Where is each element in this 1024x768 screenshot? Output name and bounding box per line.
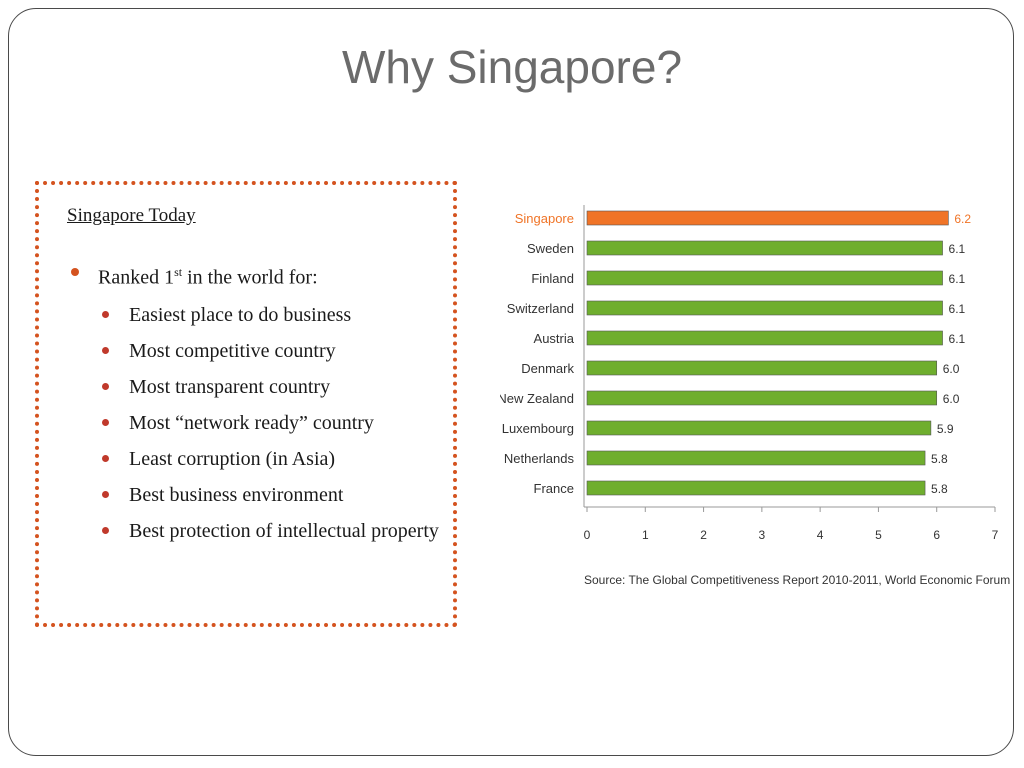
data-label: 6.1 <box>949 272 966 286</box>
category-label: Finland <box>531 271 574 286</box>
list-item: Least corruption (in Asia) <box>98 443 447 475</box>
ranking-list: Ranked 1st in the world for: Easiest pla… <box>67 259 447 551</box>
category-label: New Zealand <box>500 391 574 406</box>
ranked-superscript: st <box>174 265 183 279</box>
bar <box>586 300 943 316</box>
ranked-suffix: in the world for: <box>182 266 318 289</box>
x-tick-label: 6 <box>933 528 940 542</box>
slide-frame <box>8 8 1014 756</box>
list-item-text: Least corruption (in Asia) <box>129 447 336 470</box>
list-item-text: Best protection of intellectual property <box>129 519 439 542</box>
list-item: Most competitive country <box>98 335 447 367</box>
bullet-icon <box>102 346 109 354</box>
list-item-text: Most transparent country <box>129 375 331 398</box>
x-tick-label: 0 <box>584 528 591 542</box>
category-label: Austria <box>534 331 575 346</box>
data-label: 6.0 <box>943 362 960 376</box>
list-item: Most transparent country <box>98 371 447 403</box>
bar <box>586 270 943 286</box>
category-label: Netherlands <box>504 451 575 466</box>
data-label: 6.2 <box>954 212 971 226</box>
list-item-text: Best business environment <box>129 483 344 506</box>
x-tick-label: 3 <box>759 528 766 542</box>
list-item-text: Most “network ready” country <box>129 411 374 434</box>
category-label: Sweden <box>527 241 574 256</box>
bar <box>586 210 949 226</box>
bar <box>586 420 932 436</box>
bar-chart-svg: Singapore 6.2 Sweden 6.1 Finland 6.1 Switzerla… <box>497 205 1010 587</box>
category-label: Singapore <box>515 211 574 226</box>
bullet-icon <box>102 310 109 318</box>
ranking-sub-list: Easiest place to do business Most competi… <box>98 299 447 547</box>
bar <box>586 450 926 466</box>
chart-source: Source: The Global Competitiveness Repor… <box>584 573 1010 587</box>
competitiveness-chart: Singapore 6.2 Sweden 6.1 Finland 6.1 Switzerla… <box>497 195 1010 610</box>
list-item: Best protection of intellectual property <box>98 515 447 547</box>
x-tick-label: 4 <box>817 528 824 542</box>
bullet-icon <box>102 382 109 390</box>
category-label: France <box>534 481 574 496</box>
data-label: 5.8 <box>931 482 948 496</box>
list-item-text: Most competitive country <box>129 339 336 362</box>
bar <box>586 330 943 346</box>
data-label: 6.1 <box>949 332 966 346</box>
x-tick-label: 7 <box>992 528 999 542</box>
ranked-prefix: Ranked 1 <box>98 266 175 289</box>
x-tick-label: 1 <box>642 528 649 542</box>
category-label: Luxembourg <box>502 421 574 436</box>
list-item-text: Easiest place to do business <box>129 303 352 326</box>
list-item: Most “network ready” country <box>98 407 447 439</box>
box-heading: Singapore Today <box>67 205 196 226</box>
bar <box>586 240 943 256</box>
x-tick-label: 5 <box>875 528 882 542</box>
bullet-icon <box>102 526 109 534</box>
bullet-icon <box>102 490 109 498</box>
ranked-first-item: Ranked 1st in the world for: Easiest pla… <box>67 259 447 547</box>
data-label: 6.1 <box>949 242 966 256</box>
bullet-icon <box>102 418 109 426</box>
slide-title: Why Singapore? <box>341 41 683 93</box>
category-label: Denmark <box>521 361 574 376</box>
x-tick-label: 2 <box>700 528 707 542</box>
list-item: Easiest place to do business <box>98 299 447 331</box>
singapore-today-box: Singapore Today Ranked 1st in the world … <box>35 181 457 627</box>
category-label: Switzerland <box>507 301 574 316</box>
bullet-icon <box>102 454 109 462</box>
data-label: 6.0 <box>943 392 960 406</box>
data-label: 6.1 <box>949 302 966 316</box>
bar <box>586 360 938 376</box>
bullet-icon <box>71 268 79 276</box>
list-item: Best business environment <box>98 479 447 511</box>
bar <box>586 480 926 496</box>
data-label: 5.8 <box>931 452 948 466</box>
bar <box>586 390 938 406</box>
data-label: 5.9 <box>937 422 954 436</box>
